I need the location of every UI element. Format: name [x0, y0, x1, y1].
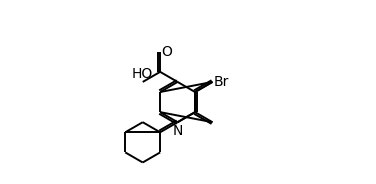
Text: O: O — [162, 45, 173, 59]
Text: Br: Br — [214, 75, 229, 89]
Text: HO: HO — [132, 67, 153, 81]
Text: N: N — [173, 124, 183, 138]
